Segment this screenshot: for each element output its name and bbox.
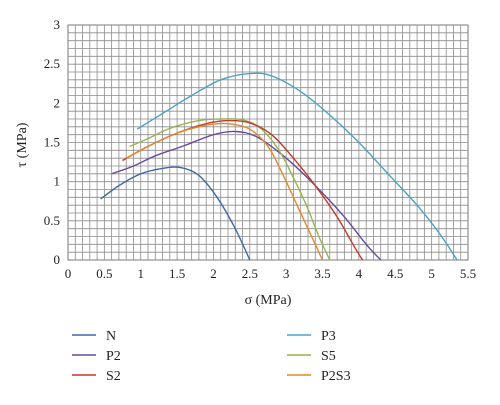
- x-axis-title: σ (MPa): [245, 293, 292, 308]
- y-tick-label: 3: [54, 17, 61, 32]
- series-line-s5: [129, 118, 331, 261]
- y-tick-label: 0.5: [44, 213, 60, 228]
- x-tick-label: 5: [428, 266, 435, 281]
- x-tick-labels: 0 0.5 1 1.5 2 2.5 3 3.5 4 4.5 5 5.5: [65, 266, 476, 281]
- x-tick-label: 3.5: [314, 266, 330, 281]
- x-tick-label: 2.5: [242, 266, 258, 281]
- legend-label-p3: P3: [321, 329, 336, 344]
- y-tick-label: 2.5: [44, 56, 60, 71]
- y-tick-label: 1: [54, 174, 61, 189]
- x-tick-label: 2: [210, 266, 217, 281]
- legend-label-s2: S2: [106, 369, 121, 384]
- series-lines: [100, 72, 458, 261]
- x-tick-label: 0: [65, 266, 72, 281]
- y-axis-title: τ (MPa): [15, 122, 30, 167]
- x-tick-label: 4.5: [387, 266, 403, 281]
- legend-label-s5: S5: [321, 349, 336, 364]
- series-line-p2: [111, 130, 382, 261]
- x-tick-label: 4: [356, 266, 363, 281]
- legend: N P3 P2 S5 S2 P2S3: [72, 329, 351, 384]
- series-line-p2s3: [125, 122, 324, 261]
- x-tick-label: 1.5: [169, 266, 185, 281]
- legend-label-n: N: [106, 329, 116, 344]
- y-tick-labels: 0 0.5 1 1.5 2 2.5 3: [44, 17, 60, 267]
- series-line-p3: [136, 72, 458, 261]
- legend-label-p2s3: P2S3: [321, 369, 351, 384]
- y-tick-label: 2: [54, 95, 61, 110]
- legend-label-p2: P2: [106, 349, 121, 364]
- y-tick-label: 1.5: [44, 135, 60, 150]
- x-tick-label: 1: [137, 266, 144, 281]
- x-tick-label: 5.5: [460, 266, 476, 281]
- x-tick-label: 3: [283, 266, 290, 281]
- x-tick-label: 0.5: [96, 266, 112, 281]
- grid: [67, 24, 469, 261]
- y-tick-label: 0: [54, 252, 61, 267]
- series-line-n: [100, 166, 251, 261]
